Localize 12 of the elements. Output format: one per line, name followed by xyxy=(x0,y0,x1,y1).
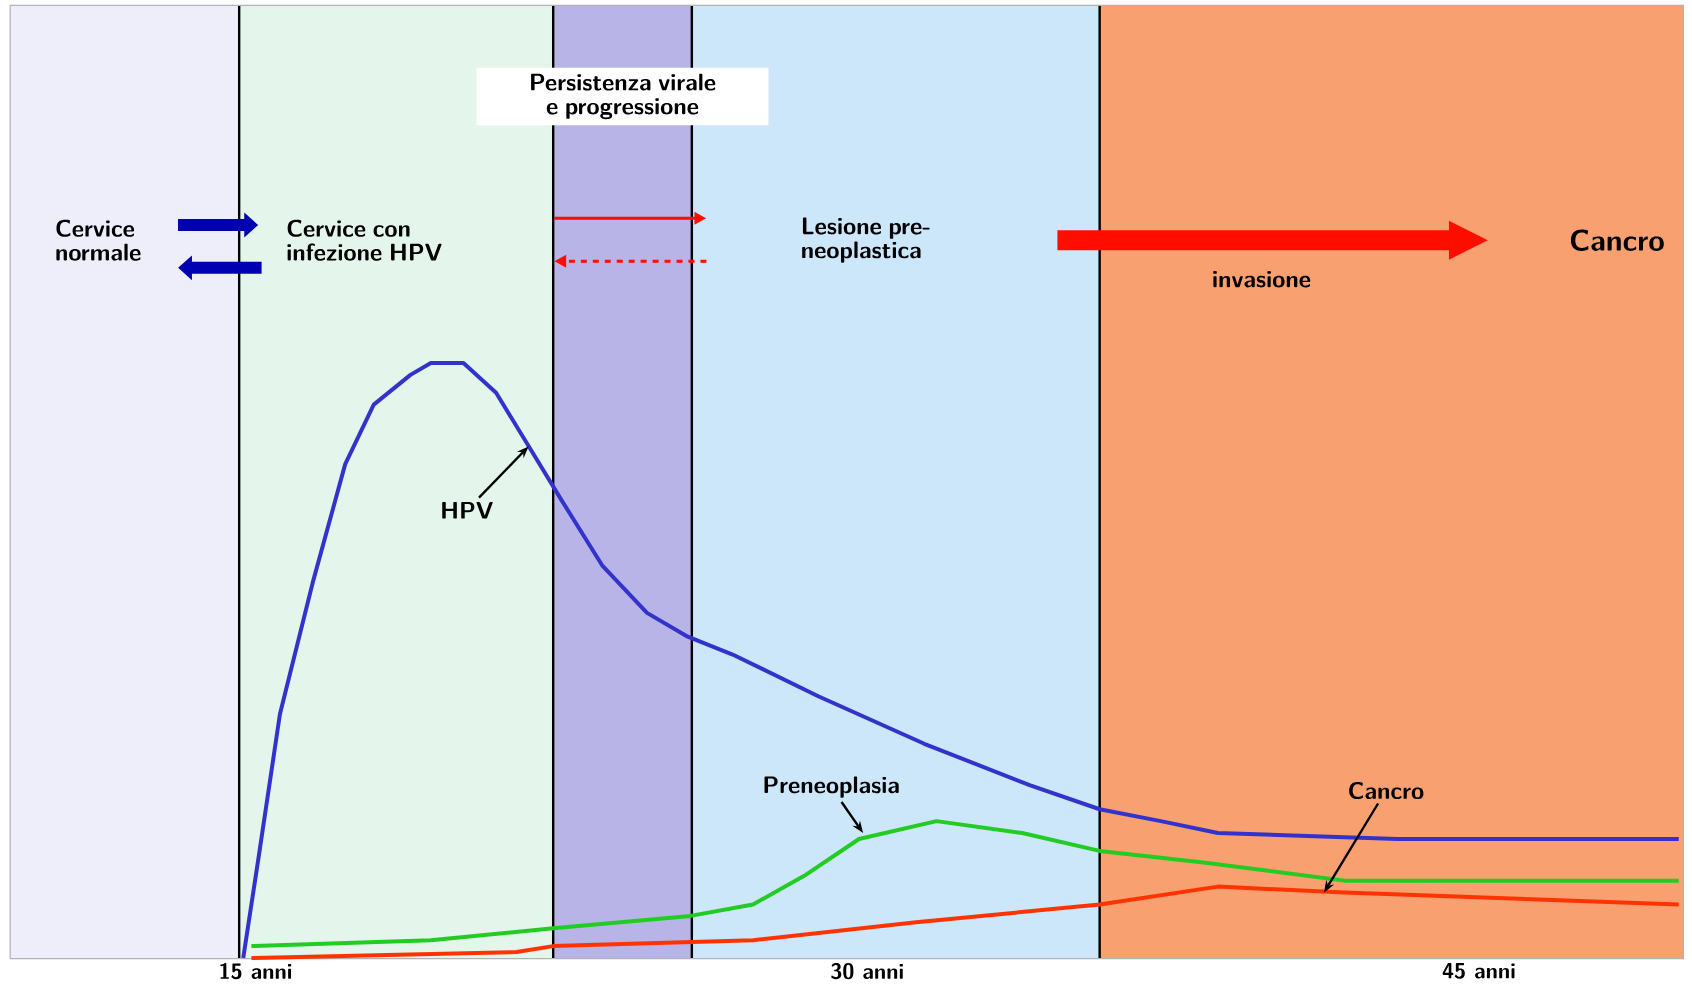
band-label: Lesione pre-neoplastica xyxy=(802,217,930,263)
x-tick-label: 45 anni xyxy=(1442,963,1515,979)
band-label: Cervice normale xyxy=(56,219,141,261)
text: invasione xyxy=(1213,271,1311,288)
annotation: Cancro xyxy=(1349,781,1424,800)
band-label: Cancro xyxy=(1570,229,1664,251)
x-tick-label: 15 anni xyxy=(220,963,292,980)
x-tick-label: 30 anni xyxy=(831,963,903,980)
annotation: HPV xyxy=(442,502,493,519)
band-label: Persistenza virale e progressione xyxy=(531,73,716,120)
annotation: Preneoplasia xyxy=(764,776,899,798)
band-label: Cervice con infezione HPV xyxy=(287,219,442,261)
